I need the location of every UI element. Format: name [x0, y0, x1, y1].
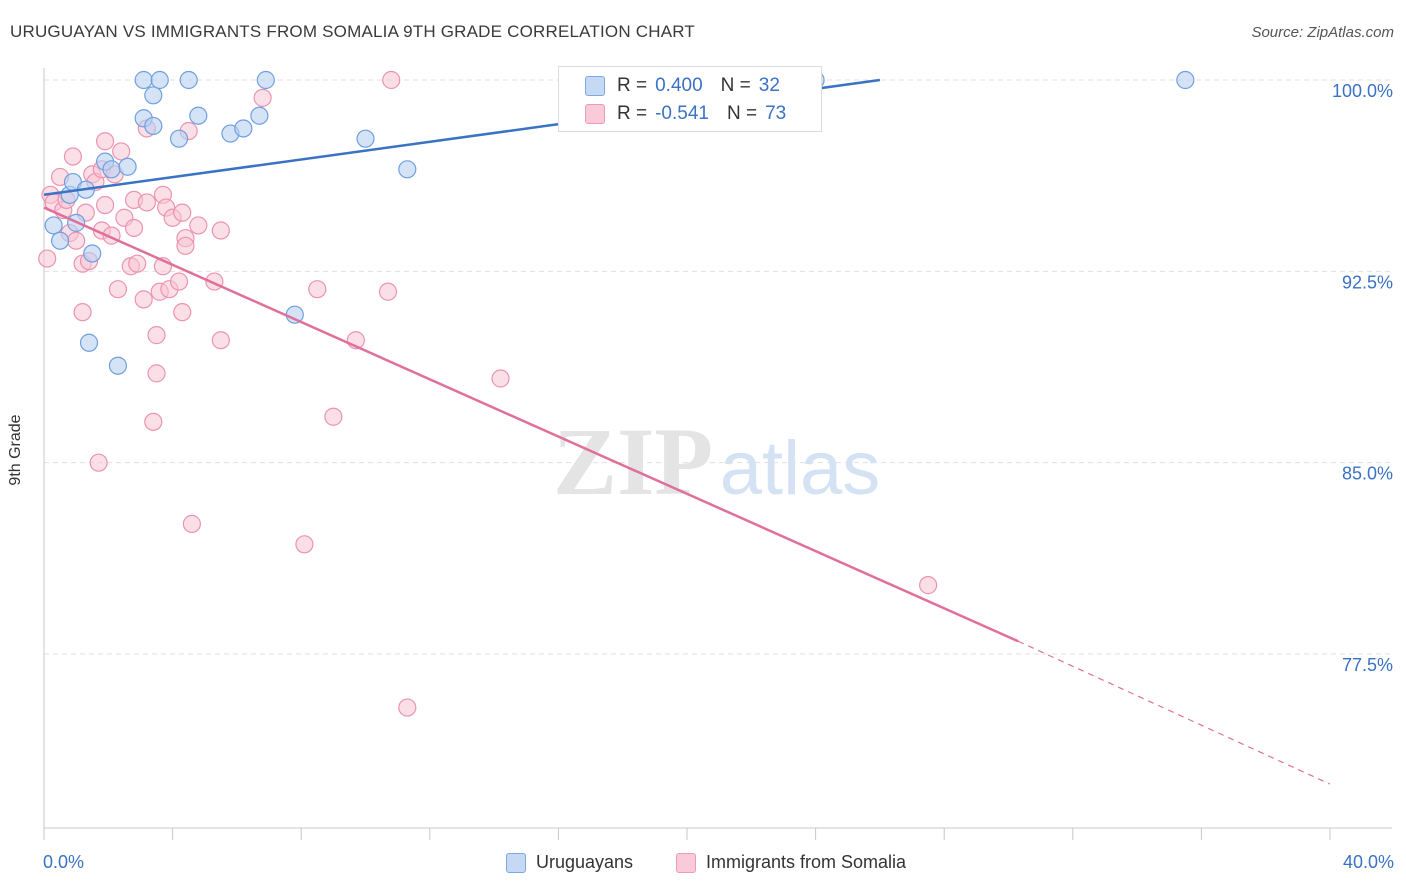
source-label: Source: ZipAtlas.com [1251, 24, 1394, 41]
somalia-point [211, 221, 230, 240]
uruguayan-point [44, 216, 63, 235]
stats-row-uruguayans: R = 0.400 N = 32 [585, 72, 780, 100]
watermark: ZIP atlas [553, 408, 880, 515]
stats-legend: R = 0.400 N = 32 R = -0.541 N = 73 [558, 66, 822, 132]
watermark-zip: ZIP [553, 408, 713, 515]
somalia-point [147, 326, 166, 345]
axes [43, 68, 1392, 840]
y-tick-label: 85.0% [1342, 464, 1393, 484]
uruguayan-point [144, 86, 163, 105]
somalia-point [38, 249, 57, 268]
somalia-points [38, 70, 938, 717]
uruguayan-point [398, 160, 417, 179]
uruguayan-point [79, 333, 99, 352]
somalia-point [108, 280, 128, 299]
uruguayan-point [102, 160, 121, 179]
somalia-point [253, 88, 272, 107]
uruguayan-point [83, 244, 102, 263]
y-tick-label: 92.5% [1342, 272, 1393, 292]
bottom-legend: Uruguayans Immigrants from Somalia [0, 852, 1406, 878]
legend-item-somalia: Immigrants from Somalia [676, 852, 906, 873]
stats-swatch-somalia [585, 104, 605, 124]
somalia-point [176, 236, 195, 255]
uruguayan-point [134, 70, 153, 90]
legend-label-uruguayans: Uruguayans [536, 852, 634, 872]
legend-swatch-uruguayans [506, 852, 526, 873]
stats-n-label: N = [726, 103, 758, 124]
uruguayan-point [169, 129, 189, 148]
uruguayan-point [189, 106, 208, 125]
chart-title: URUGUAYAN VS IMMIGRANTS FROM SOMALIA 9TH… [10, 22, 696, 41]
somalia-point [308, 280, 327, 299]
uruguayan-point [144, 116, 163, 136]
somalia-point [134, 290, 153, 309]
somalia-point [378, 282, 398, 301]
stats-n-label: N = [720, 75, 751, 96]
watermark-atlas: atlas [720, 426, 881, 511]
x-max-label: 40.0% [1342, 852, 1394, 872]
uruguayan-point [108, 356, 128, 375]
somalia-point [147, 364, 166, 383]
y-tick-label: 100.0% [1332, 81, 1393, 101]
somalia-point [137, 193, 156, 212]
somalia-point [173, 303, 192, 322]
y-tick-label: 77.5% [1342, 655, 1393, 675]
somalia-point [169, 272, 189, 291]
legend-swatch-somalia [676, 852, 696, 873]
somalia-point [67, 231, 86, 250]
somalia-point [63, 147, 83, 166]
somalia-point [95, 195, 115, 215]
somalia-point [73, 303, 92, 322]
somalia-point [324, 407, 343, 426]
legend-label-somalia: Immigrants from Somalia [706, 852, 907, 872]
somalia-trendline-extension [1017, 640, 1331, 785]
stats-swatch-uruguayans [585, 76, 605, 96]
somalia-point [919, 576, 938, 595]
somalia-point [398, 698, 417, 717]
somalia-point [144, 412, 163, 431]
stats-n-value: 32 [758, 75, 780, 96]
somalia-point [211, 331, 230, 350]
somalia-point [173, 203, 192, 222]
x-min-label: 0.0% [43, 852, 85, 872]
stats-r-label: R = [617, 103, 648, 124]
uruguayan-point [234, 119, 253, 138]
somalia-point [89, 453, 108, 472]
stats-n-value: 73 [765, 103, 787, 124]
uruguayan-point [50, 231, 70, 250]
uruguayan-point [250, 106, 269, 125]
somalia-trendline [43, 206, 1019, 643]
y-tick-labels: 77.5% 85.0% 92.5% 100.0% [1332, 81, 1393, 675]
somalia-point [189, 216, 208, 235]
uruguayan-point [118, 157, 137, 176]
stats-row-somalia: R = -0.541 N = 73 [585, 100, 786, 128]
somalia-point [128, 254, 147, 273]
somalia-point [182, 514, 201, 533]
uruguayan-point [1176, 70, 1195, 90]
somalia-point [95, 132, 115, 151]
legend-item-uruguayans: Uruguayans [506, 852, 633, 873]
somalia-point [491, 369, 510, 388]
somalia-point [382, 70, 401, 90]
somalia-point [124, 218, 144, 238]
stats-r-value: 0.400 [655, 75, 703, 96]
uruguayan-point [150, 70, 169, 90]
uruguayan-point [356, 129, 375, 148]
uruguayan-point [179, 70, 198, 90]
somalia-point [112, 142, 131, 161]
stats-r-value: -0.541 [655, 103, 709, 124]
uruguayan-points [44, 70, 1195, 375]
uruguayan-point [256, 70, 275, 90]
stats-r-label: R = [617, 75, 648, 96]
somalia-point [295, 535, 314, 554]
